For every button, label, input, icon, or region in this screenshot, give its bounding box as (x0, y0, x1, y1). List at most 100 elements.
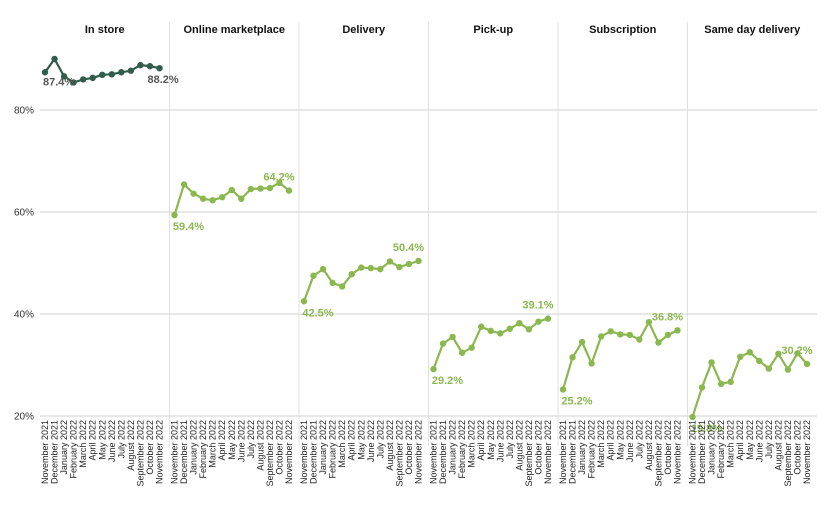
data-point (199, 195, 207, 202)
x-tick-label: March 2022 (337, 420, 347, 468)
x-tick-label: March 2022 (726, 420, 736, 468)
data-point (698, 384, 706, 391)
data-point (386, 258, 394, 265)
x-tick-label: August 2022 (255, 420, 265, 471)
data-point (156, 64, 163, 72)
data-point (746, 349, 753, 356)
x-tick-label: November 2022 (802, 420, 812, 484)
x-tick-label: May 2022 (97, 420, 107, 460)
x-tick-label: October 2022 (404, 420, 414, 475)
x-tick-label: April 2022 (606, 420, 616, 461)
data-point (329, 279, 336, 287)
x-tick-label: November 2021 (558, 420, 568, 484)
x-tick-label: October 2022 (534, 420, 544, 475)
x-tick-label: March 2022 (78, 420, 88, 468)
x-tick-label: February 2022 (69, 420, 79, 479)
x-tick-label: January 2022 (59, 420, 69, 475)
data-point (439, 340, 447, 347)
x-tick-label: February 2022 (716, 420, 726, 479)
data-point (338, 283, 346, 290)
x-tick-label: October 2022 (793, 420, 803, 475)
data-point (377, 265, 384, 273)
data-point (310, 272, 317, 279)
x-tick-label: September 2022 (394, 420, 404, 487)
data-point (626, 331, 633, 339)
x-tick-label: September 2022 (135, 420, 145, 487)
x-tick-label: March 2022 (596, 420, 606, 468)
x-tick-label: January 2022 (707, 420, 717, 475)
x-tick-label: August 2022 (126, 420, 136, 471)
data-point (405, 260, 413, 268)
data-point (708, 359, 715, 366)
y-tick-label-60: 60% (14, 208, 34, 219)
x-tick-label: November 2022 (543, 420, 553, 484)
x-tick-label: June 2022 (236, 420, 246, 462)
data-point (803, 360, 811, 368)
data-point (645, 318, 653, 326)
data-point (516, 319, 523, 327)
x-tick-label: August 2022 (385, 420, 395, 471)
data-point (108, 71, 115, 78)
x-tick-label: July 2022 (246, 420, 256, 459)
data-point (89, 74, 96, 82)
data-point (636, 336, 643, 343)
data-point (617, 331, 624, 338)
data-point (358, 264, 365, 271)
data-point (607, 328, 614, 335)
data-label-first: 19.8% (691, 423, 722, 435)
data-point (588, 360, 595, 367)
data-point (717, 380, 725, 388)
x-tick-label: May 2022 (615, 420, 625, 460)
x-tick-label: June 2022 (495, 420, 505, 462)
x-tick-label: May 2022 (486, 420, 496, 460)
data-point (396, 263, 403, 271)
x-tick-label: November 2022 (414, 420, 424, 484)
x-tick-label: February 2022 (198, 420, 208, 479)
x-tick-label: December 2021 (568, 420, 578, 484)
data-point (348, 271, 355, 278)
x-tick-label: November 2021 (299, 420, 309, 484)
x-tick-label: November 2021 (688, 420, 698, 484)
x-tick-label: November 2022 (284, 420, 294, 484)
panel-title: Same day delivery (704, 24, 801, 36)
x-tick-label: April 2022 (347, 420, 357, 461)
data-point (487, 327, 494, 335)
x-tick-label: January 2022 (448, 420, 458, 475)
data-point (300, 298, 308, 305)
y-tick-label-20: 20% (14, 412, 34, 423)
data-point (655, 339, 662, 346)
data-point (674, 327, 681, 334)
data-point (219, 194, 226, 201)
data-point (41, 69, 49, 76)
data-point (247, 185, 255, 193)
data-point (544, 315, 552, 322)
data-point (266, 184, 274, 192)
data-point (415, 257, 422, 265)
data-label-last: 30.2% (781, 345, 812, 357)
x-tick-label: September 2022 (783, 420, 793, 487)
x-tick-label: December 2021 (309, 420, 319, 484)
x-tick-label: December 2021 (697, 420, 707, 484)
data-point (664, 331, 672, 339)
data-point (775, 350, 782, 357)
x-tick-label: September 2022 (524, 420, 534, 487)
x-tick-label: January 2022 (318, 420, 328, 475)
data-point (525, 326, 533, 333)
x-tick-label: September 2022 (653, 420, 663, 487)
x-tick-label: July 2022 (505, 420, 515, 459)
data-point (784, 366, 792, 373)
x-tick-label: February 2022 (587, 420, 597, 479)
y-tick-label-40: 40% (14, 310, 34, 321)
data-label-first: 29.2% (432, 375, 463, 387)
data-point (597, 333, 605, 340)
x-tick-label: November 2022 (673, 420, 683, 484)
x-tick-label: December 2021 (179, 420, 189, 484)
data-point (794, 350, 801, 357)
data-point (367, 264, 374, 272)
x-tick-label: November 2021 (40, 420, 50, 484)
data-point (756, 357, 763, 365)
x-tick-label: October 2022 (145, 420, 155, 475)
x-tick-label: December 2021 (50, 420, 60, 484)
data-point (70, 79, 77, 86)
data-point (319, 265, 327, 273)
